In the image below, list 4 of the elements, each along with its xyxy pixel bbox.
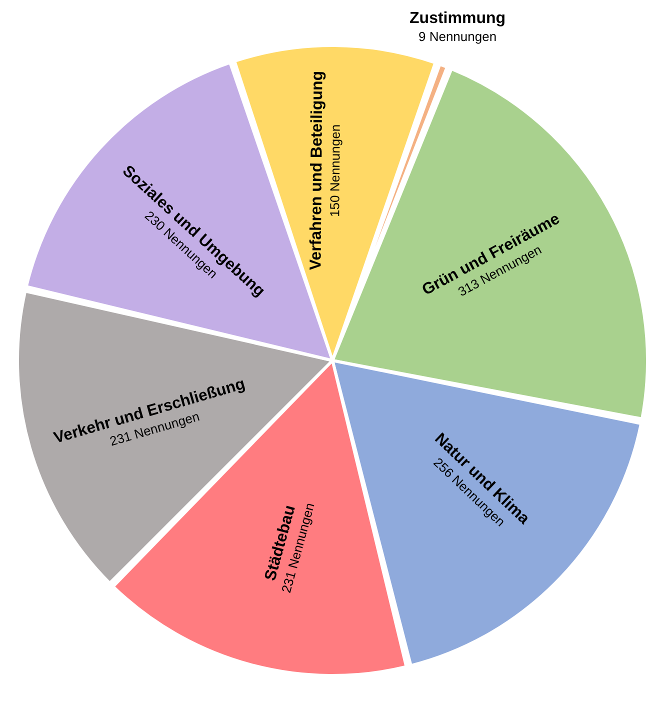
slice-label: Zustimmung bbox=[410, 10, 506, 28]
data-label: 9 Nennungen bbox=[418, 29, 497, 44]
slice-label: Verfahren und Beteiligung bbox=[308, 70, 326, 270]
data-label: 150 Nennungen bbox=[327, 124, 343, 217]
